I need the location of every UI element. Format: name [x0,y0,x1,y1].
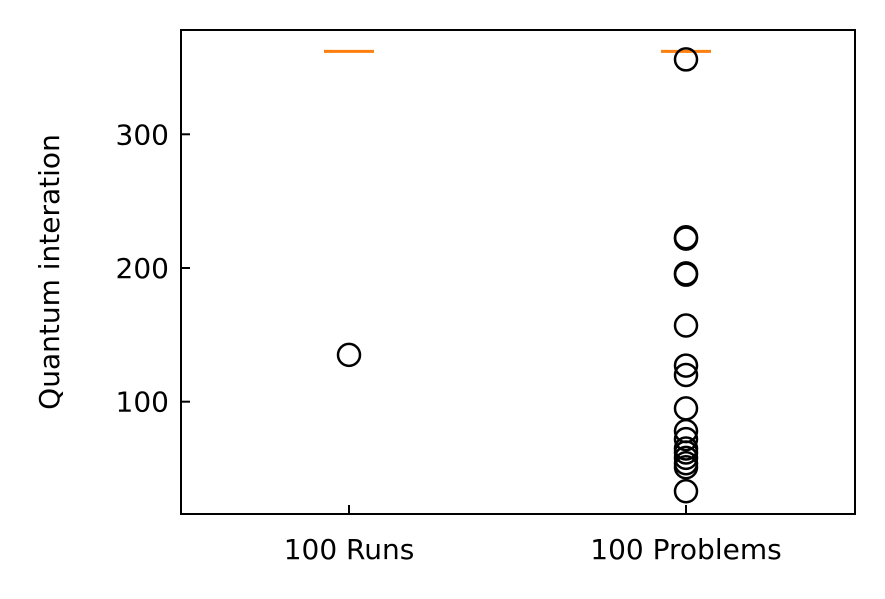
outlier-point [673,313,699,338]
outlier-point [673,479,699,504]
x-tick-label: 100 Runs [284,533,415,566]
outlier-point [673,362,699,388]
outlier-point [336,342,362,368]
y-tick-label: 200 [116,252,169,285]
outlier-point [673,47,699,72]
x-tick-label: 100 Problems [590,533,781,566]
y-axis-label: Quantum interation [33,134,66,410]
x-axis-ticks: 100 Runs 100 Problems [284,505,782,566]
outlier-point [673,396,699,421]
y-axis-ticks: 100 200 300 [116,118,190,419]
plot-marks [324,47,711,504]
outlier-point [673,426,699,452]
outlier-point [673,262,699,287]
outlier-point [673,353,699,378]
y-tick-label: 100 [116,386,169,419]
y-tick-label: 300 [116,118,169,151]
plot-area-frame [180,29,856,515]
outlier-point [673,226,699,251]
outlier-point [673,454,699,480]
